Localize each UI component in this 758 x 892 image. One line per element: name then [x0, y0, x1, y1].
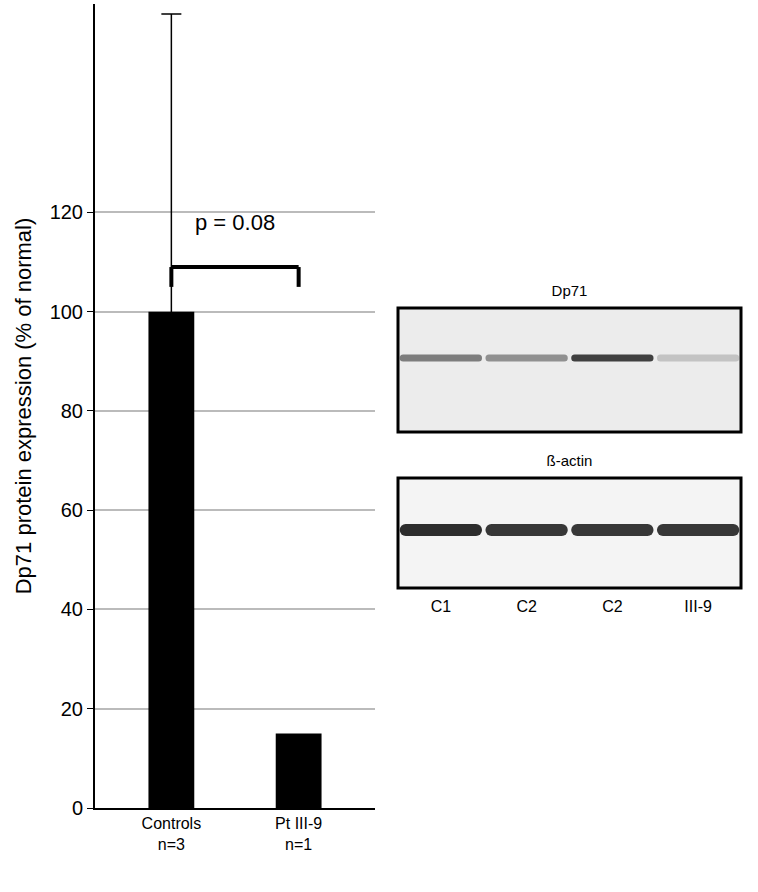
- svg-text:100: 100: [50, 301, 83, 323]
- svg-text:120: 120: [50, 201, 83, 223]
- svg-text:80: 80: [61, 400, 83, 422]
- svg-text:40: 40: [61, 598, 83, 620]
- svg-text:Pt III-9n=1: Pt III-9n=1: [275, 815, 322, 853]
- svg-text:III-9: III-9: [684, 598, 712, 615]
- svg-text:C2: C2: [602, 598, 623, 615]
- svg-text:0: 0: [72, 797, 83, 819]
- svg-text:Controlsn=3: Controlsn=3: [142, 815, 202, 853]
- svg-text:Dp71: Dp71: [552, 282, 588, 299]
- svg-text:20: 20: [61, 698, 83, 720]
- svg-text:C2: C2: [516, 598, 537, 615]
- svg-text:p = 0.08: p = 0.08: [195, 210, 275, 235]
- svg-text:C1: C1: [431, 598, 452, 615]
- svg-text:60: 60: [61, 499, 83, 521]
- svg-text:ß-actin: ß-actin: [547, 452, 593, 469]
- svg-text:Dp71 protein expression (% of: Dp71 protein expression (% of normal): [11, 218, 36, 595]
